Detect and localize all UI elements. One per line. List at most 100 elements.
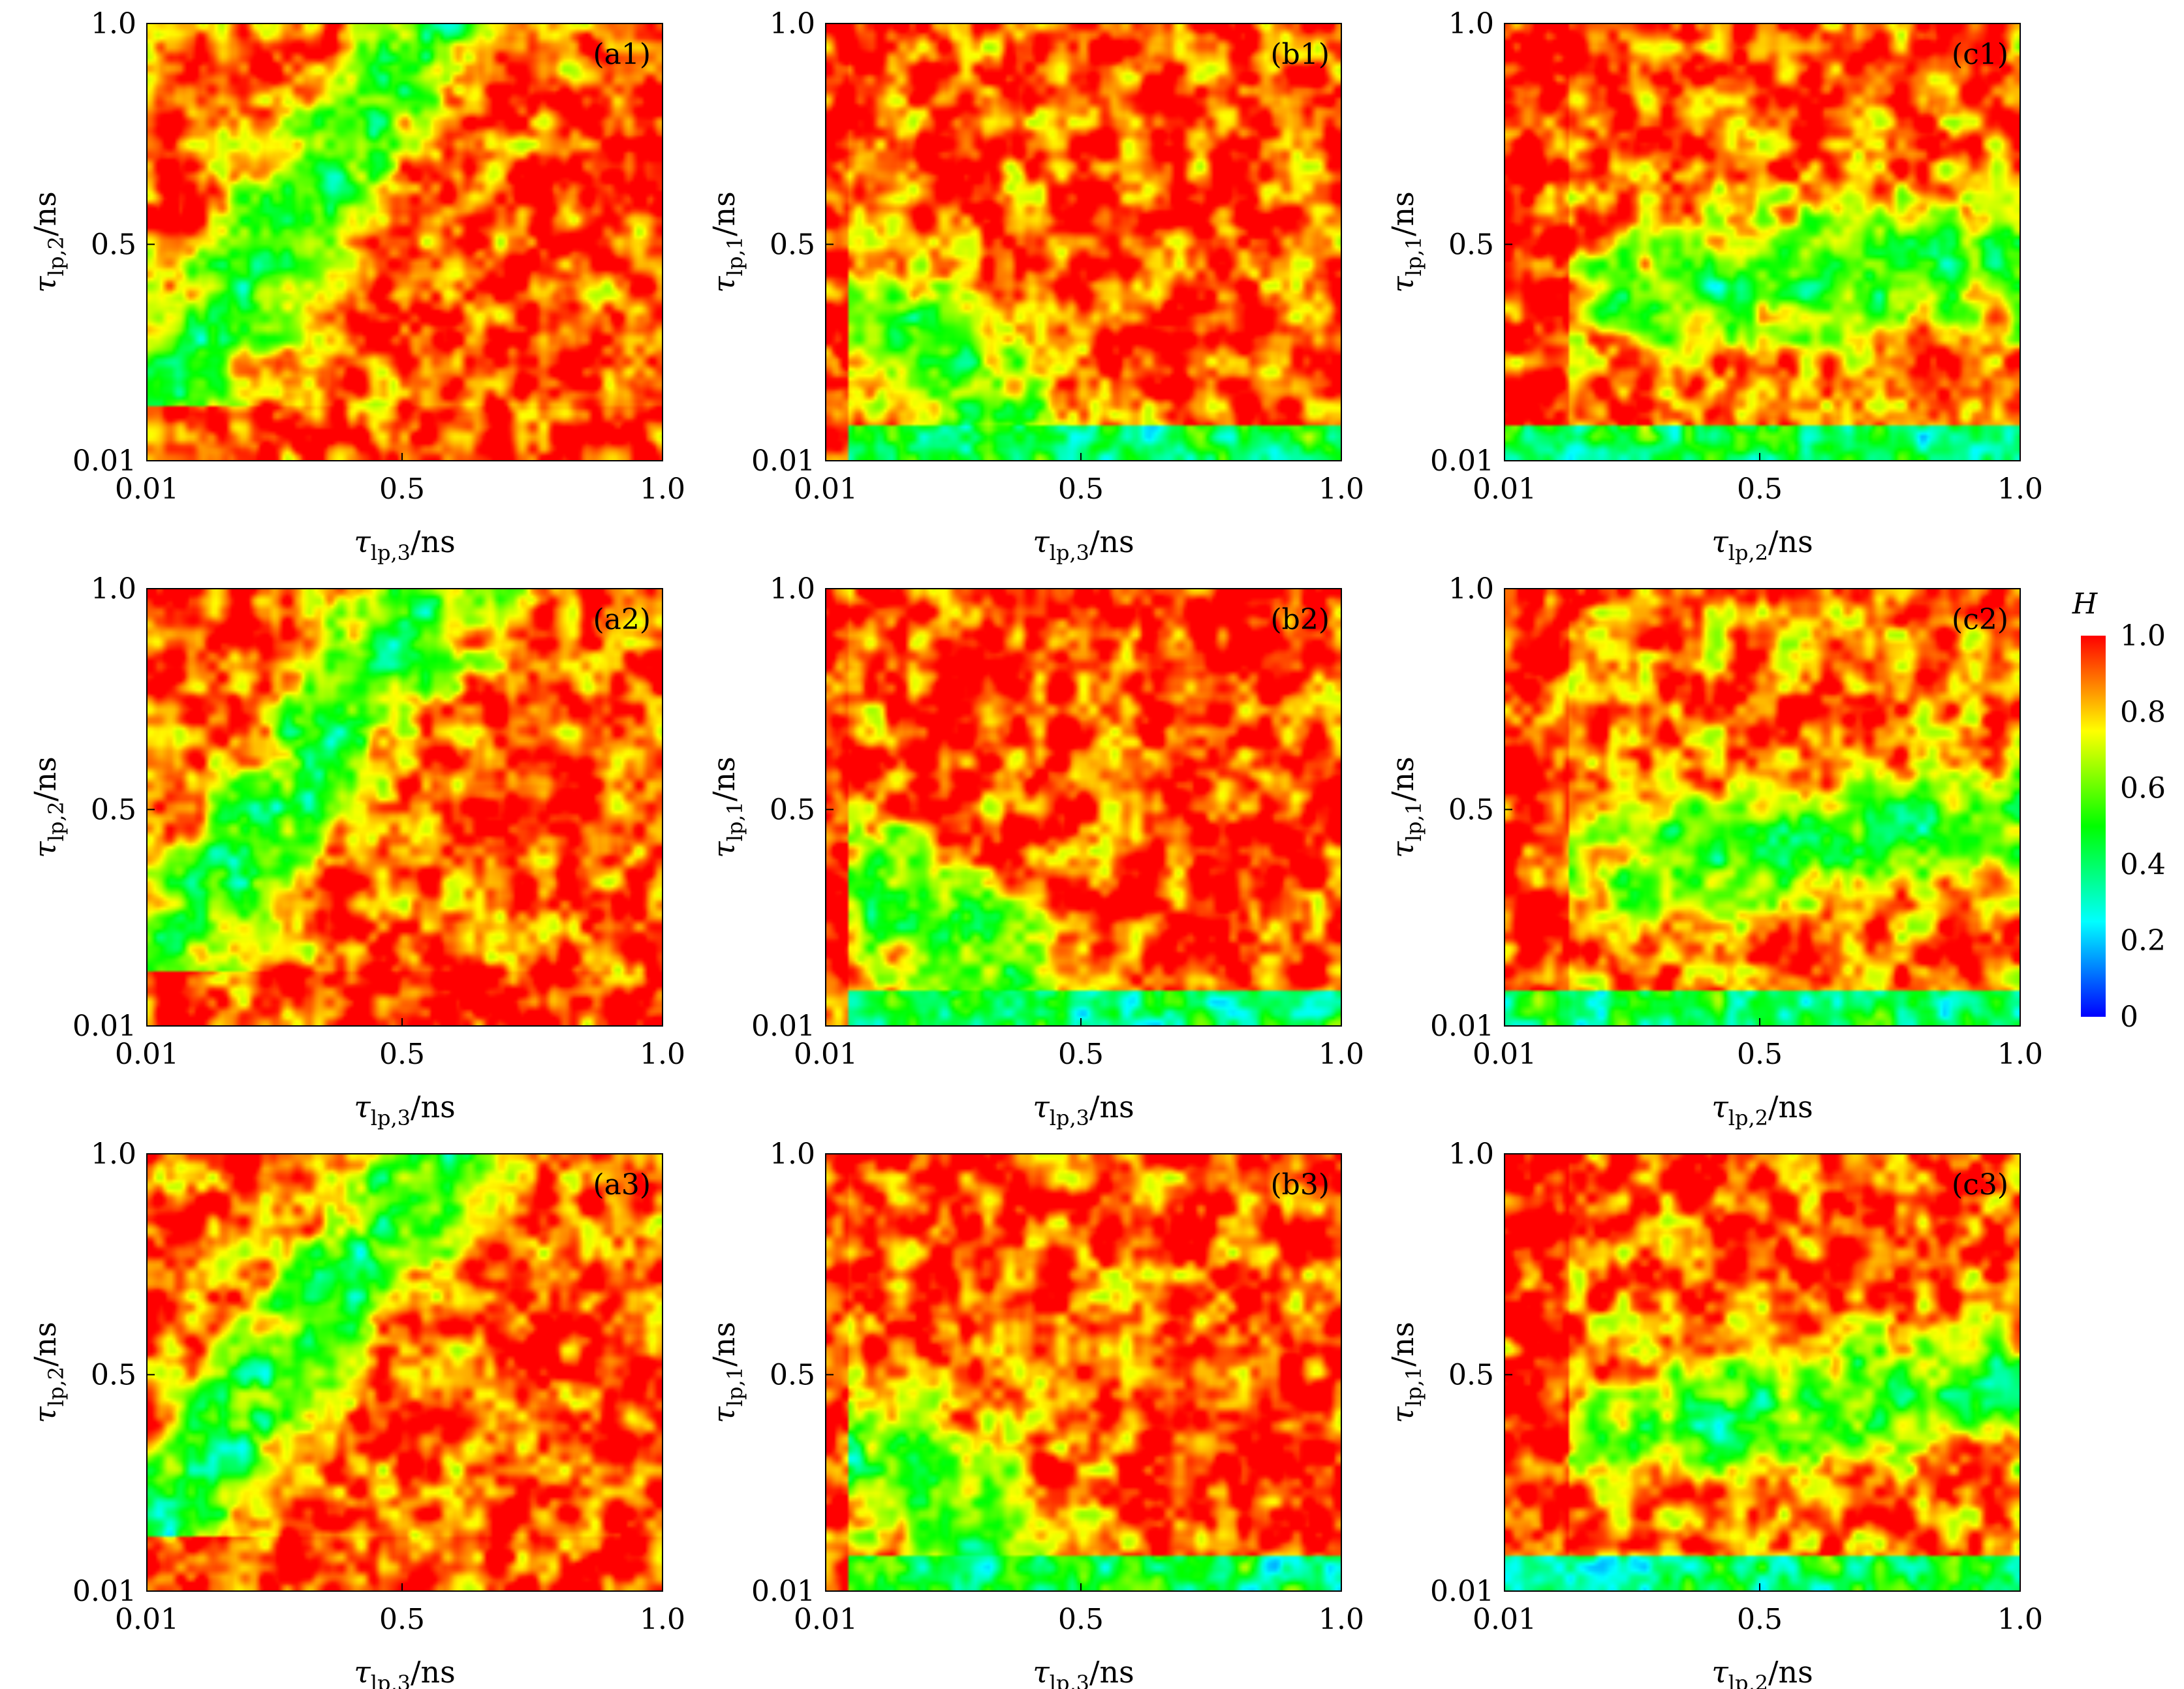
y-axis-label: τlp,1/ns <box>706 756 747 858</box>
y-tick-label: 0.01 <box>72 1010 136 1043</box>
x-tick-label: 1.0 <box>640 1038 685 1071</box>
x-tick-label: 0.5 <box>1737 473 1783 506</box>
plot-frame <box>146 1153 663 1592</box>
x-axis-label: τlp,2/ns <box>1711 1654 1813 1689</box>
panel-b1: (b1) 0.01 0.5 1.0 0.01 0.5 1.0 τlp,3/ns τlp,1/ns <box>706 7 1364 565</box>
y-tick-label: 0.5 <box>1448 1358 1494 1391</box>
panel-c2: (c2) 0.01 0.5 1.0 0.01 0.5 1.0 τlp,2/ns τlp,1/ns <box>1385 572 2043 1130</box>
panel-c1: (c1) 0.01 0.5 1.0 0.01 0.5 1.0 τlp,2/ns τlp,1/ns <box>1385 7 2043 565</box>
panel-label: (a1) <box>593 38 651 71</box>
plot-frame <box>825 23 1342 461</box>
colorbar-tick-label: 0.8 <box>2120 696 2166 729</box>
panel-label: (c2) <box>1952 603 2008 636</box>
y-tick-label: 0.01 <box>72 444 136 478</box>
y-axis-label: τlp,2/ns <box>27 756 69 858</box>
x-axis-label: τlp,3/ns <box>1033 1654 1134 1689</box>
x-axis-label: τlp,3/ns <box>354 1089 455 1130</box>
y-tick-label: 1.0 <box>770 7 815 40</box>
y-axis-label: τlp,1/ns <box>1385 756 1426 858</box>
y-tick-label: 0.5 <box>1448 793 1494 826</box>
y-axis-label: τlp,1/ns <box>706 191 747 292</box>
y-tick-label: 0.5 <box>91 228 136 261</box>
x-tick-label: 0.01 <box>1473 1038 1537 1071</box>
x-axis-label: τlp,3/ns <box>1033 1089 1134 1130</box>
heatmap-b2 <box>826 589 1341 1026</box>
plot-frame <box>146 588 663 1027</box>
y-tick-label: 1.0 <box>1448 1138 1494 1171</box>
x-tick-label: 0.5 <box>1058 1603 1104 1636</box>
x-axis-label: τlp,2/ns <box>1711 524 1813 565</box>
plot-frame <box>1504 588 2021 1027</box>
y-tick-label: 0.5 <box>770 793 815 826</box>
x-tick-label: 0.5 <box>379 1603 425 1636</box>
x-tick-label: 1.0 <box>1318 473 1364 506</box>
x-tick-label: 0.5 <box>1737 1038 1783 1071</box>
heatmap-c2 <box>1505 589 2020 1026</box>
plot-frame <box>1504 23 2021 461</box>
panels: (a1) 0.01 0.5 1.0 0.01 0.5 1.0 τlp,3/ns τlp,2/ns… <box>27 7 2043 1689</box>
panel-a3: (a3) 0.01 0.5 1.0 0.01 0.5 1.0 τlp,3/ns τlp,2/ns <box>27 1138 685 1689</box>
x-tick-label: 1.0 <box>1997 1603 2043 1636</box>
x-tick-label: 0.01 <box>794 1603 858 1636</box>
panel-a1: (a1) 0.01 0.5 1.0 0.01 0.5 1.0 τlp,3/ns τlp,2/ns <box>27 7 685 565</box>
colorbar-gradient <box>2081 636 2106 1017</box>
heatmap-c3 <box>1505 1154 2020 1591</box>
x-tick-label: 0.5 <box>1737 1603 1783 1636</box>
x-tick-label: 0.01 <box>115 473 179 506</box>
y-tick-label: 1.0 <box>91 572 136 606</box>
colorbar: H 0 0.2 0.4 0.6 0.8 1.0 <box>2072 587 2166 1034</box>
y-tick-label: 1.0 <box>91 1138 136 1171</box>
colorbar-tick-label: 0.6 <box>2120 772 2166 805</box>
y-tick-label: 1.0 <box>91 7 136 40</box>
x-tick-label: 0.5 <box>379 473 425 506</box>
y-tick-label: 0.5 <box>91 1358 136 1391</box>
heatmap-b3 <box>826 1154 1341 1591</box>
x-tick-label: 0.5 <box>1058 473 1104 506</box>
plot-frame <box>1504 1153 2021 1592</box>
colorbar-tick-label: 0.4 <box>2120 848 2166 881</box>
y-tick-label: 0.01 <box>1430 1010 1494 1043</box>
x-tick-label: 0.01 <box>115 1603 179 1636</box>
panel-label: (a3) <box>593 1168 651 1201</box>
heatmap-a2 <box>147 589 663 1026</box>
x-tick-label: 1.0 <box>1318 1603 1364 1636</box>
panel-a2: (a2) 0.01 0.5 1.0 0.01 0.5 1.0 τlp,3/ns τlp,2/ns <box>27 572 685 1130</box>
plot-frame <box>825 588 1342 1027</box>
y-tick-label: 1.0 <box>1448 7 1494 40</box>
plot-frame <box>146 23 663 461</box>
panel-label: (b3) <box>1271 1168 1330 1201</box>
y-tick-label: 1.0 <box>770 572 815 606</box>
y-tick-label: 1.0 <box>770 1138 815 1171</box>
heatmap-a3 <box>147 1154 663 1591</box>
x-axis-label: τlp,3/ns <box>354 1654 455 1689</box>
y-tick-label: 0.01 <box>1430 444 1494 478</box>
y-tick-label: 1.0 <box>1448 572 1494 606</box>
x-tick-label: 0.01 <box>794 1038 858 1071</box>
x-tick-label: 1.0 <box>640 473 685 506</box>
panel-label: (c3) <box>1952 1168 2008 1201</box>
panel-label: (c1) <box>1952 38 2008 71</box>
x-tick-label: 0.01 <box>1473 473 1537 506</box>
x-tick-label: 0.5 <box>1058 1038 1104 1071</box>
panel-label: (a2) <box>593 603 651 636</box>
panel-c3: (c3) 0.01 0.5 1.0 0.01 0.5 1.0 τlp,2/ns τlp,1/ns <box>1385 1138 2043 1689</box>
y-axis-label: τlp,2/ns <box>27 191 69 292</box>
y-tick-label: 0.01 <box>751 1010 815 1043</box>
heatmap-a1 <box>147 23 663 461</box>
panel-b3: (b3) 0.01 0.5 1.0 0.01 0.5 1.0 τlp,3/ns τlp,1/ns <box>706 1138 1364 1689</box>
colorbar-label: H <box>2072 587 2098 621</box>
y-axis-label: τlp,1/ns <box>1385 1322 1426 1423</box>
x-tick-label: 0.5 <box>379 1038 425 1071</box>
x-tick-label: 1.0 <box>1318 1038 1364 1071</box>
y-axis-label: τlp,2/ns <box>27 1322 69 1423</box>
x-axis-label: τlp,2/ns <box>1711 1089 1813 1130</box>
x-axis-label: τlp,3/ns <box>1033 524 1134 565</box>
y-tick-label: 0.01 <box>1430 1575 1494 1608</box>
colorbar-tick-label: 0.2 <box>2120 924 2166 957</box>
y-tick-label: 0.01 <box>72 1575 136 1608</box>
y-tick-label: 0.5 <box>770 1358 815 1391</box>
colorbar-tick-label: 0 <box>2120 1000 2138 1034</box>
panel-b2: (b2) 0.01 0.5 1.0 0.01 0.5 1.0 τlp,3/ns τlp,1/ns <box>706 572 1364 1130</box>
panel-label: (b1) <box>1271 38 1330 71</box>
x-tick-label: 1.0 <box>1997 473 2043 506</box>
